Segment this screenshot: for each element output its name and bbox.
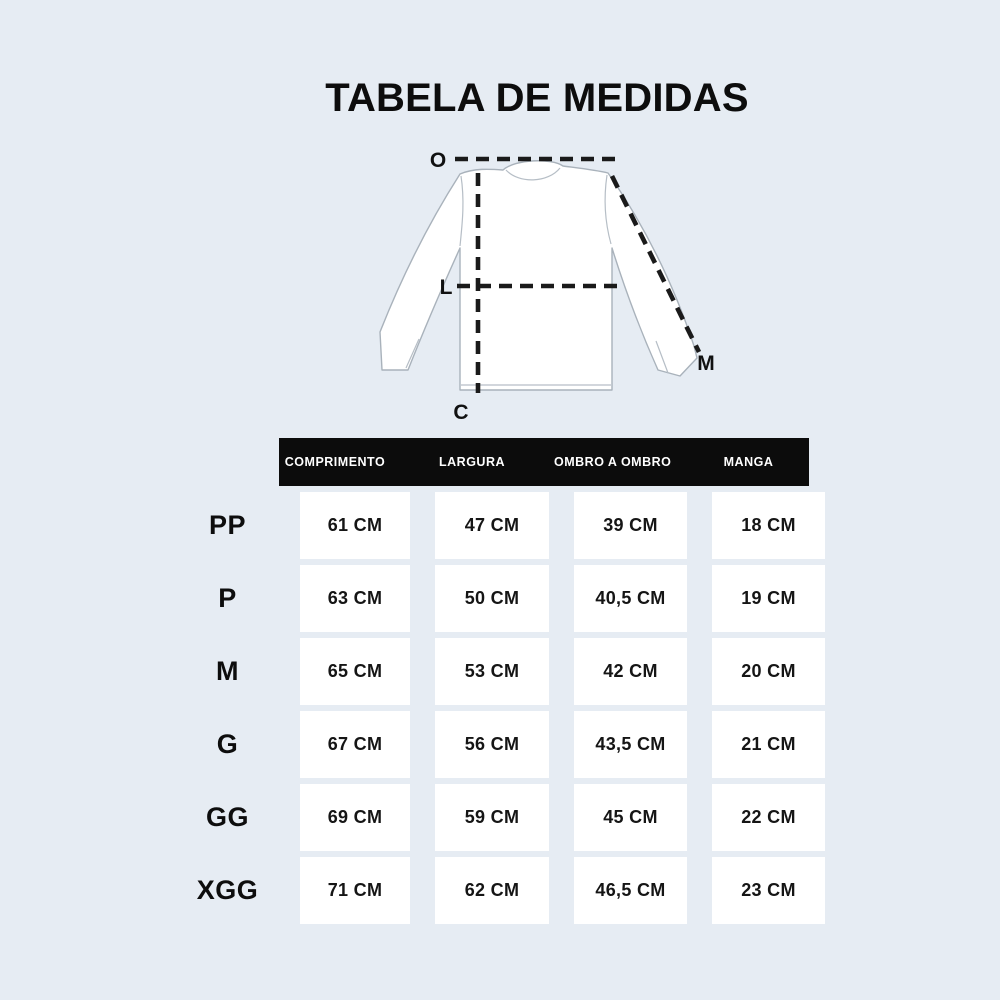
cell-m-ombro-a-ombro: 42 CM: [574, 638, 687, 705]
cell-pp-ombro-a-ombro: 39 CM: [574, 492, 687, 559]
cell-p-comprimento: 63 CM: [300, 565, 410, 632]
size-label-p: P: [218, 583, 237, 613]
cell-pp-largura: 47 CM: [435, 492, 549, 559]
collar-inner-line: [505, 167, 561, 181]
size-label-gg: GG: [205, 802, 249, 832]
cell-g-comprimento: 67 CM: [300, 711, 410, 778]
cell-pp-manga: 18 CM: [712, 492, 825, 559]
cell-g-largura: 56 CM: [435, 711, 549, 778]
cell-p-manga: 19 CM: [712, 565, 825, 632]
column-header-manga: MANGA: [723, 455, 774, 469]
cell-g-ombro-a-ombro: 43,5 CM: [574, 711, 687, 778]
column-header-ombro-a-ombro: OMBRO A OMBRO: [554, 455, 672, 469]
cell-gg-largura: 59 CM: [435, 784, 549, 851]
size-table: PP 61 CM 47 CM 39 CM 18 CM P 63 CM 50 CM 40,5 CM…: [180, 492, 825, 924]
measure-lines: [455, 156, 702, 393]
cell-gg-manga: 22 CM: [712, 784, 825, 851]
sleeve-measure-line: [609, 174, 702, 354]
size-label-xgg: XGG: [196, 875, 259, 905]
cell-g-manga: 21 CM: [712, 711, 825, 778]
cell-xgg-comprimento: 71 CM: [300, 857, 410, 924]
cell-p-ombro-a-ombro: 40,5 CM: [574, 565, 687, 632]
armhole-seam-left: [459, 175, 464, 247]
cell-p-largura: 50 CM: [435, 565, 549, 632]
garment-diagram: O L M C: [360, 140, 720, 430]
table-header: COMPRIMENTO LARGURA OMBRO A OMBRO MANGA: [279, 438, 809, 486]
size-label-m: M: [216, 656, 239, 686]
cell-gg-ombro-a-ombro: 45 CM: [574, 784, 687, 851]
shirt-seam-lines: [405, 167, 669, 386]
cell-pp-comprimento: 61 CM: [300, 492, 410, 559]
column-header-comprimento: COMPRIMENTO: [284, 455, 386, 469]
cell-m-comprimento: 65 CM: [300, 638, 410, 705]
cuff-seam-left: [405, 338, 420, 369]
cell-xgg-ombro-a-ombro: 46,5 CM: [574, 857, 687, 924]
size-label-g: G: [216, 729, 239, 759]
cuff-seam-right: [655, 340, 669, 374]
cell-xgg-largura: 62 CM: [435, 857, 549, 924]
shirt-outline: [379, 160, 698, 391]
armhole-seam-right: [604, 174, 612, 245]
cell-gg-comprimento: 69 CM: [300, 784, 410, 851]
width-measure-label: L: [440, 276, 453, 299]
sleeve-measure-label: M: [697, 352, 715, 375]
size-label-pp: PP: [208, 510, 247, 540]
length-measure-label: C: [453, 401, 468, 424]
page-title: TABELA DE MEDIDAS: [325, 76, 749, 120]
shoulder-measure-label: O: [430, 149, 446, 172]
shirt-illustration: O L M C: [379, 149, 715, 424]
column-header-largura: LARGURA: [439, 455, 505, 469]
cell-m-manga: 20 CM: [712, 638, 825, 705]
cell-m-largura: 53 CM: [435, 638, 549, 705]
cell-xgg-manga: 23 CM: [712, 857, 825, 924]
